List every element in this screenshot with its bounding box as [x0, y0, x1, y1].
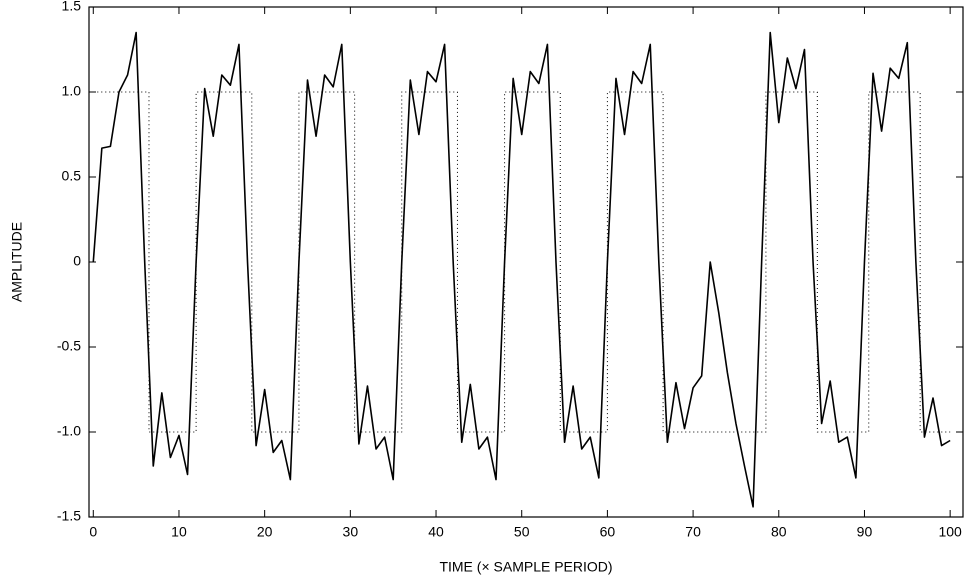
- x-tick-label: 100: [938, 524, 962, 540]
- x-tick-label: 30: [343, 524, 359, 540]
- x-tick-label: 70: [685, 524, 701, 540]
- x-tick-label: 10: [171, 524, 187, 540]
- x-tick-label: 80: [771, 524, 787, 540]
- x-tick-label: 40: [428, 524, 444, 540]
- data-line: [93, 91, 951, 433]
- x-axis-title: TIME (× SAMPLE PERIOD): [439, 559, 612, 575]
- data-line: [92, 31, 951, 508]
- x-tick-label: 0: [89, 524, 97, 540]
- x-tick-label: 60: [600, 524, 616, 540]
- y-tick-label: 0: [73, 253, 81, 269]
- y-tick-label: -1.5: [57, 508, 81, 524]
- y-tick-label: 1.0: [62, 83, 82, 99]
- y-tick-label: 0.5: [62, 168, 82, 184]
- x-tick-label: 50: [514, 524, 530, 540]
- y-axis-title: AMPLITUDE: [9, 222, 25, 302]
- x-tick-label: 20: [257, 524, 273, 540]
- y-tick-label: -1.0: [57, 423, 81, 439]
- y-tick-label: -0.5: [57, 338, 81, 354]
- y-tick-label: 1.5: [62, 0, 82, 14]
- x-tick-label: 90: [857, 524, 873, 540]
